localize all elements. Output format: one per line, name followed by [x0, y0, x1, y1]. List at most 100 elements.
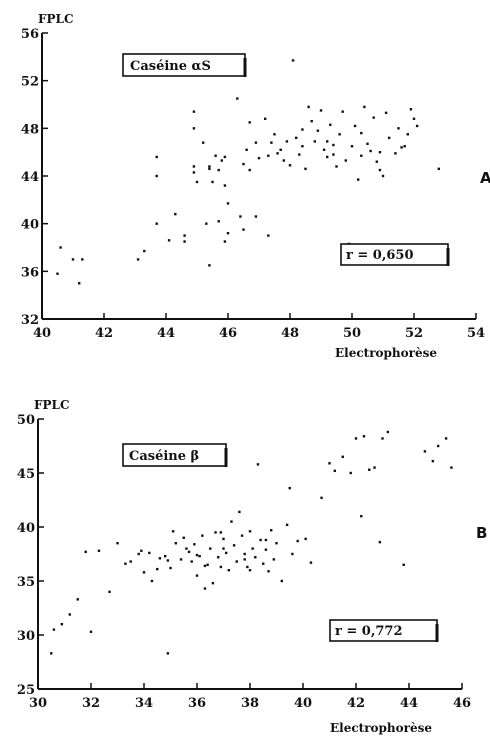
data-point	[179, 558, 183, 561]
data-point	[320, 496, 323, 500]
x-tick-label: 42	[347, 696, 365, 711]
data-point	[166, 559, 170, 562]
data-point	[375, 160, 378, 163]
data-point	[295, 136, 298, 140]
data-point	[288, 164, 292, 167]
data-point	[354, 437, 358, 440]
x-tick-label: 36	[188, 696, 206, 711]
x-tick-label: 54	[467, 326, 485, 341]
data-point	[310, 119, 313, 123]
data-point	[319, 109, 323, 112]
data-point	[217, 220, 220, 223]
data-point	[415, 124, 419, 128]
y-tick-label: 40	[21, 218, 39, 233]
data-point	[214, 531, 217, 534]
data-point	[182, 536, 185, 539]
data-point	[169, 566, 172, 570]
data-point	[282, 159, 285, 162]
data-point	[217, 556, 220, 559]
data-point	[368, 468, 371, 471]
data-point	[257, 156, 261, 160]
y-tick-label: 36	[21, 265, 39, 280]
data-point	[185, 547, 188, 550]
data-point	[155, 174, 158, 178]
data-point	[142, 571, 146, 574]
data-point	[232, 544, 236, 547]
data-point	[174, 212, 177, 216]
data-point	[206, 563, 209, 566]
data-point	[192, 165, 196, 168]
data-point	[224, 551, 228, 555]
data-point	[242, 162, 245, 166]
data-point	[366, 142, 369, 146]
data-point	[137, 552, 140, 556]
x-tick-label: 32	[82, 696, 100, 711]
data-point	[208, 165, 211, 168]
y-tick-label: 48	[21, 122, 39, 137]
data-point	[223, 155, 227, 159]
data-point	[363, 105, 366, 109]
data-point	[183, 240, 186, 243]
data-point	[254, 215, 258, 218]
data-point	[68, 613, 71, 616]
data-point	[304, 537, 307, 541]
data-point	[195, 553, 199, 557]
y-tick-label: 50	[17, 413, 35, 428]
data-point	[285, 140, 289, 143]
data-point	[412, 117, 416, 120]
data-point	[309, 561, 313, 564]
data-point	[341, 110, 344, 113]
data-point	[301, 145, 304, 148]
data-point	[76, 598, 79, 601]
data-point	[362, 435, 366, 438]
inset-label: Caséine β	[129, 449, 199, 464]
data-point	[239, 215, 242, 218]
data-point	[242, 228, 245, 231]
data-point	[353, 124, 357, 128]
data-point	[394, 152, 397, 155]
data-point	[226, 202, 230, 205]
data-point	[267, 154, 270, 157]
data-point	[236, 97, 239, 100]
data-point	[423, 450, 427, 453]
data-point	[226, 232, 230, 235]
x-tick-label: 44	[157, 326, 175, 341]
data-point	[238, 510, 241, 514]
panel-a: FPLC 40 42 44 46 48 50 52 54 32 36 40 44 48 52 56 Casé…	[21, 12, 490, 360]
data-point	[254, 141, 258, 144]
x-tick-label: 40	[294, 696, 312, 711]
data-point	[335, 165, 338, 168]
data-point	[84, 550, 87, 554]
y-tick-label: 40	[17, 521, 35, 536]
data-point	[108, 590, 111, 593]
data-point	[322, 148, 326, 151]
data-point	[291, 552, 294, 556]
data-point	[243, 552, 246, 556]
x-tick-label: 38	[241, 696, 259, 711]
data-point	[81, 258, 84, 261]
data-point	[78, 282, 81, 285]
data-point	[187, 550, 191, 554]
data-point	[192, 110, 196, 113]
data-point	[222, 537, 225, 541]
data-point	[313, 140, 316, 143]
x-tick-label: 34	[135, 696, 153, 711]
data-point	[248, 121, 251, 124]
data-point	[357, 178, 360, 181]
data-point	[240, 534, 244, 537]
data-point	[276, 152, 279, 155]
data-point	[279, 148, 282, 151]
x-tick-label: 42	[95, 326, 113, 341]
x-axis-title: Electrophorèse	[330, 721, 432, 735]
data-point	[143, 249, 146, 253]
data-point	[140, 549, 143, 552]
data-point	[259, 538, 262, 542]
data-point	[155, 222, 158, 225]
data-point	[223, 184, 227, 187]
data-point	[272, 558, 276, 561]
data-point	[97, 549, 101, 552]
data-point	[360, 515, 363, 518]
x-tick-label: 46	[219, 326, 237, 341]
data-point	[129, 560, 132, 563]
